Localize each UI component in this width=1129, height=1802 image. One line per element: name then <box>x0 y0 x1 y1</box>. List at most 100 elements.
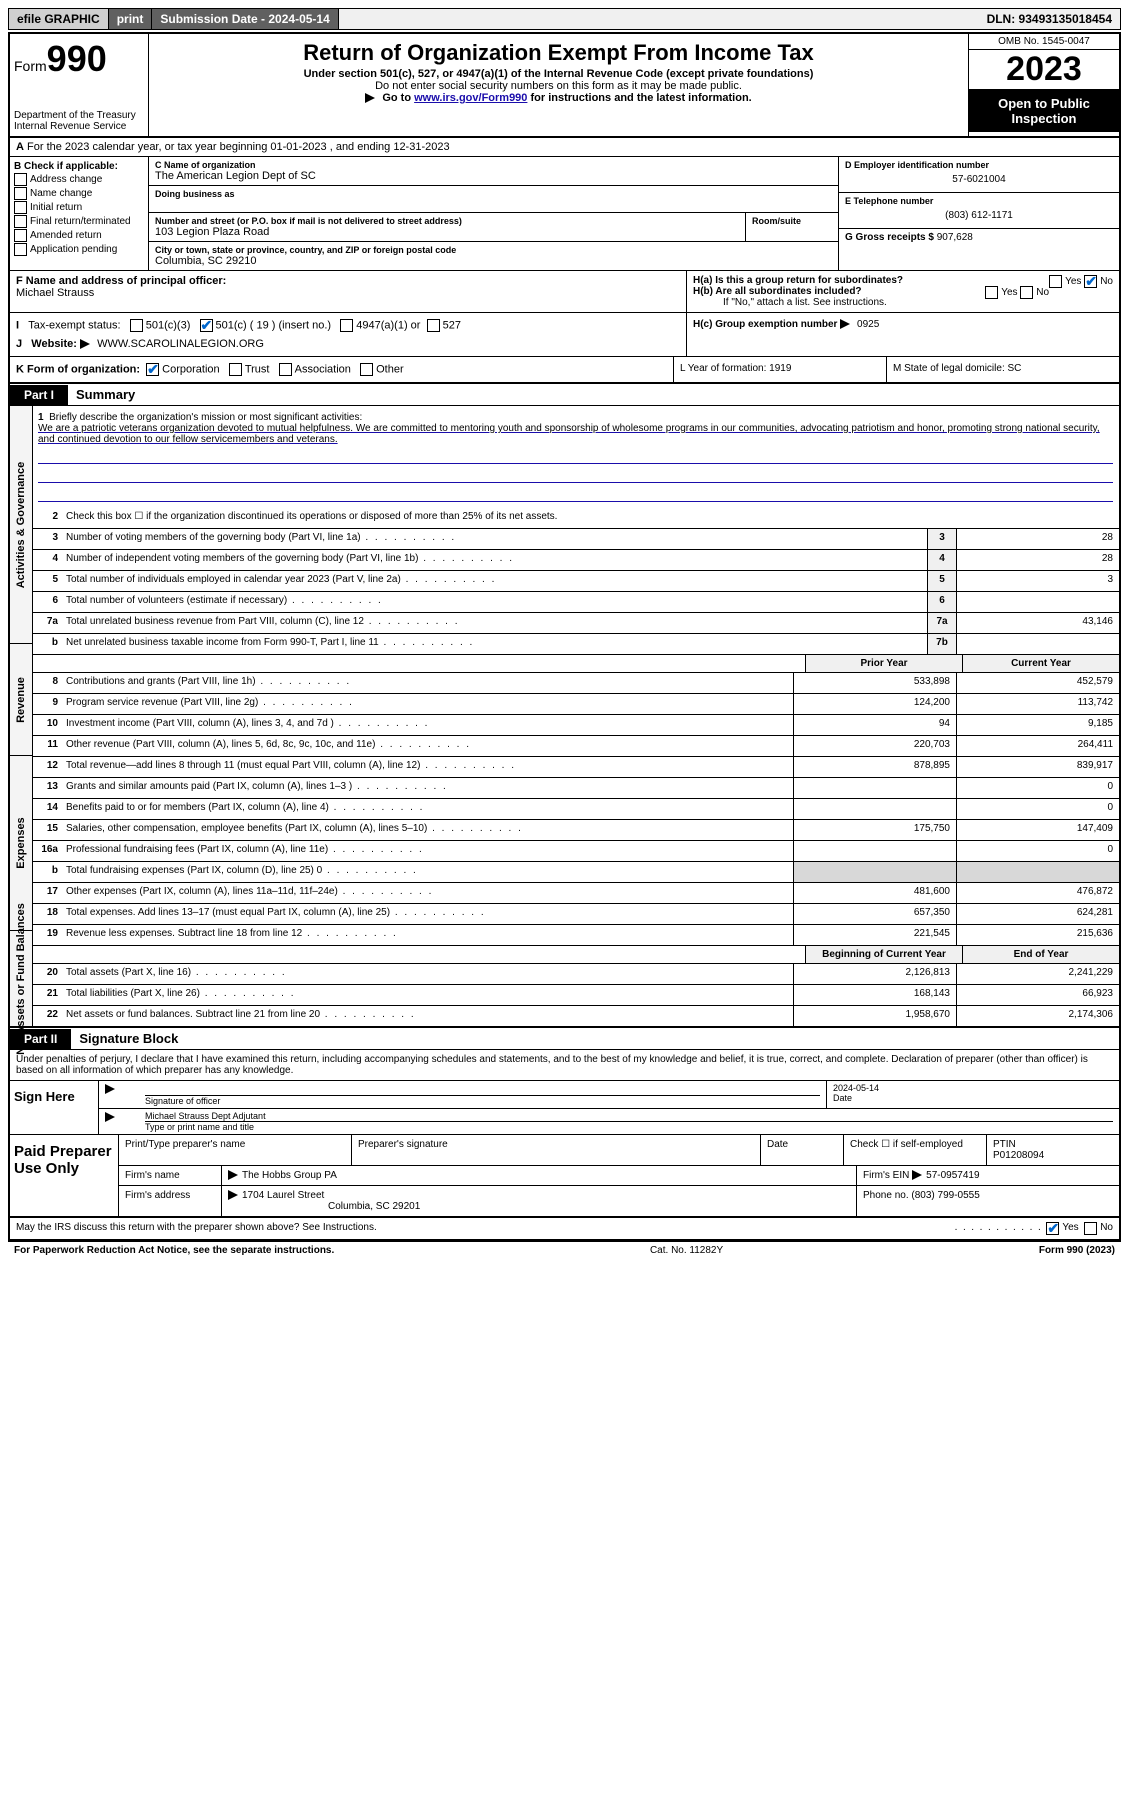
subtitle-2: Do not enter social security numbers on … <box>153 80 964 92</box>
form-version: Form 990 (2023) <box>1039 1245 1115 1256</box>
tel-value: (803) 612-1171 <box>845 206 1113 225</box>
self-employed-check: Check ☐ if self-employed <box>844 1135 987 1165</box>
ein-value: 57-6021004 <box>845 170 1113 189</box>
summary-line: 7aTotal unrelated business revenue from … <box>32 613 1119 634</box>
cb-initial-return[interactable]: Initial return <box>14 201 144 214</box>
discuss-no-checkbox[interactable] <box>1084 1222 1097 1235</box>
hc-group-exemption: H(c) Group exemption number 0925 <box>693 319 1113 330</box>
cb-name-change[interactable]: Name change <box>14 187 144 200</box>
section-revenue: Prior Year Current Year 8Contributions a… <box>32 655 1119 778</box>
sign-here-label: Sign Here <box>10 1081 99 1134</box>
sign-here-block: Sign Here Signature of officer 2024-05-1… <box>10 1081 1119 1135</box>
summary-line: 3Number of voting members of the governi… <box>32 529 1119 550</box>
mission-text: We are a patriotic veterans organization… <box>38 423 1100 445</box>
summary-line: 8Contributions and grants (Part VIII, li… <box>32 673 1119 694</box>
dept-label: Department of the Treasury Internal Reve… <box>14 110 144 132</box>
row-a-tax-year: A For the 2023 calendar year, or tax yea… <box>10 138 1119 157</box>
preparer-date-header: Date <box>761 1135 844 1165</box>
part-2-header: Part II Signature Block <box>10 1028 1119 1050</box>
officer-label: F Name and address of principal officer: <box>16 275 226 287</box>
summary-line: 18Total expenses. Add lines 13–17 (must … <box>32 904 1119 925</box>
arrow-icon <box>228 1190 238 1200</box>
info-grid: B Check if applicable: Address change Na… <box>10 157 1119 271</box>
org-name: The American Legion Dept of SC <box>155 170 832 182</box>
vtab-revenue: Revenue <box>15 677 27 723</box>
city-label: City or town, state or province, country… <box>155 245 832 255</box>
arrow-icon <box>365 93 375 103</box>
form-number: Form990 <box>14 38 144 80</box>
summary-line: 11Other revenue (Part VIII, column (A), … <box>32 736 1119 757</box>
ha-group-return: H(a) Is this a group return for subordin… <box>693 275 1113 286</box>
cb-address-change[interactable]: Address change <box>14 173 144 186</box>
vtab-expenses: Expenses <box>15 817 27 868</box>
paid-preparer-block: Paid Preparer Use Only Print/Type prepar… <box>10 1135 1119 1218</box>
summary-line: 20Total assets (Part X, line 16)2,126,81… <box>32 964 1119 985</box>
page-footer: For Paperwork Reduction Act Notice, see … <box>8 1242 1121 1259</box>
catalog-number: Cat. No. 11282Y <box>334 1245 1039 1256</box>
irs-link[interactable]: www.irs.gov/Form990 <box>414 92 527 104</box>
cb-application-pending[interactable]: Application pending <box>14 243 144 256</box>
preparer-sig-header: Preparer's signature <box>352 1135 761 1165</box>
tax-exempt-status: I Tax-exempt status: 501(c)(3) 501(c) ( … <box>16 319 680 332</box>
hb-note: If "No," attach a list. See instructions… <box>693 297 1113 308</box>
website-row: J Website: WWW.SCAROLINALEGION.ORG <box>16 338 680 350</box>
officer-name: Michael Strauss <box>16 287 94 299</box>
arrow-icon <box>105 1084 115 1094</box>
firm-addr-label: Firm's address <box>119 1186 222 1216</box>
dln-label: DLN: 93493135018454 <box>979 9 1120 29</box>
summary-line: 17Other expenses (Part IX, column (A), l… <box>32 883 1119 904</box>
summary-line: bTotal fundraising expenses (Part IX, co… <box>32 862 1119 883</box>
arrow-icon <box>80 339 90 349</box>
perjury-statement: Under penalties of perjury, I declare th… <box>10 1050 1119 1081</box>
cb-final-return[interactable]: Final return/terminated <box>14 215 144 228</box>
col-c-org-info: C Name of organization The American Legi… <box>149 157 838 270</box>
summary-line: 14Benefits paid to or for members (Part … <box>32 799 1119 820</box>
print-button[interactable]: print <box>109 9 153 29</box>
vtab-governance: Activities & Governance <box>15 461 27 588</box>
arrow-icon <box>840 319 850 329</box>
summary-line: 10Investment income (Part VIII, column (… <box>32 715 1119 736</box>
discuss-yes-checkbox[interactable] <box>1046 1222 1059 1235</box>
summary-line: 4Number of independent voting members of… <box>32 550 1119 571</box>
name-title-label: Type or print name and title <box>145 1122 254 1132</box>
header-prior-year: Prior Year <box>805 655 962 672</box>
subtitle-1: Under section 501(c), 527, or 4947(a)(1)… <box>153 68 964 80</box>
summary-line: 2Check this box ☐ if the organization di… <box>32 508 1119 529</box>
col-b-checkboxes: B Check if applicable: Address change Na… <box>10 157 149 270</box>
dba-label: Doing business as <box>155 189 832 199</box>
room-label: Room/suite <box>752 216 832 226</box>
part-1-header: Part I Summary <box>10 384 1119 406</box>
preparer-name-header: Print/Type preparer's name <box>119 1135 352 1165</box>
year-formation: L Year of formation: 1919 <box>673 357 886 382</box>
form-of-org: K Form of organization: Corporation Trus… <box>10 357 673 382</box>
summary-line: 12Total revenue—add lines 8 through 11 (… <box>32 757 1119 777</box>
firm-ein: Firm's EIN 57-0957419 <box>857 1166 1119 1185</box>
tel-label: E Telephone number <box>845 196 1113 206</box>
pra-notice: For Paperwork Reduction Act Notice, see … <box>14 1245 334 1256</box>
firm-name-label: Firm's name <box>119 1166 222 1185</box>
section-governance: 1 Briefly describe the organization's mi… <box>32 406 1119 655</box>
addr-label: Number and street (or P.O. box if mail i… <box>155 216 739 226</box>
firm-address: 1704 Laurel StreetColumbia, SC 29201 <box>222 1186 857 1216</box>
subtitle-3: Go to www.irs.gov/Form990 for instructio… <box>153 92 964 104</box>
header-eoy: End of Year <box>962 946 1119 963</box>
col-d-right: D Employer identification number 57-6021… <box>838 157 1119 270</box>
summary-body: Activities & Governance Revenue Expenses… <box>10 406 1119 1028</box>
efile-label: efile GRAPHIC <box>9 9 109 29</box>
state-domicile: M State of legal domicile: SC <box>886 357 1119 382</box>
top-toolbar: efile GRAPHIC print Submission Date - 20… <box>8 8 1121 30</box>
firm-name: The Hobbs Group PA <box>242 1170 337 1181</box>
summary-line: 15Salaries, other compensation, employee… <box>32 820 1119 841</box>
street-address: 103 Legion Plaza Road <box>155 226 739 238</box>
cb-amended-return[interactable]: Amended return <box>14 229 144 242</box>
form-container: Form990 Department of the Treasury Inter… <box>8 32 1121 1242</box>
ptin-cell: PTINP01208094 <box>987 1135 1119 1165</box>
gross-receipts: G Gross receipts $ 907,628 <box>839 229 1119 246</box>
submission-date-button[interactable]: Submission Date - 2024-05-14 <box>152 9 338 29</box>
ein-label: D Employer identification number <box>845 160 1113 170</box>
vtab-net-assets: Net Assets or Fund Balances <box>15 903 27 1055</box>
arrow-icon <box>228 1170 238 1180</box>
sign-date: 2024-05-14 <box>833 1083 1113 1093</box>
summary-line: 22Net assets or fund balances. Subtract … <box>32 1006 1119 1026</box>
summary-line: 13Grants and similar amounts paid (Part … <box>32 778 1119 799</box>
